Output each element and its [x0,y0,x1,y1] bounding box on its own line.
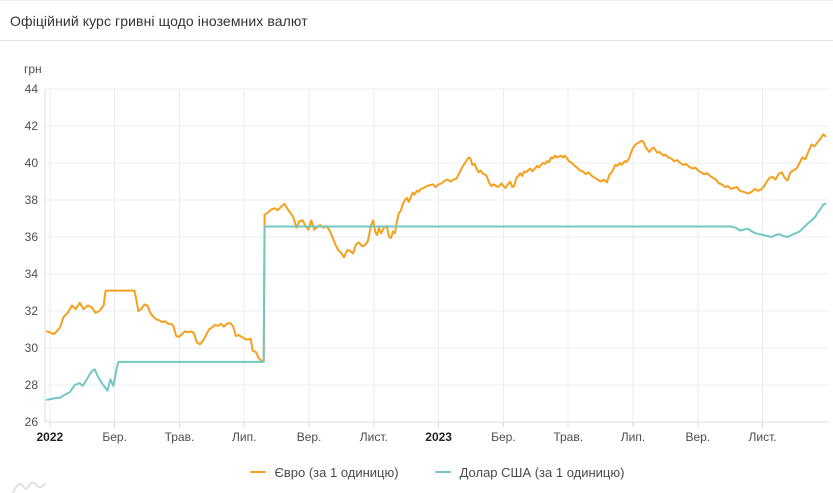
series-lines [45,133,827,401]
x-tick-label: Вер. [297,430,322,444]
amcharts-logo-icon[interactable] [12,477,46,493]
x-tick-label: Бер. [102,430,127,444]
y-axis: 26 28 30 32 34 36 38 40 42 44 [25,82,39,429]
x-tick-label: 2023 [425,430,452,444]
page-title: Офіційний курс гривні щодо іноземних вал… [10,12,308,29]
x-tick-label: Лип. [621,430,645,444]
y-tick-label: 26 [25,415,39,429]
x-tick-label: Лист. [749,430,777,444]
x-tick-label: Трав. [165,430,195,444]
usd-line-marker [434,471,451,473]
y-tick-label: 40 [25,156,39,170]
x-axis: 2022 Бер. Трав. Лип. Вер. Лист. 2023 Бер. Трав. Л… [37,422,777,444]
grid [44,88,829,423]
eur-line-marker [249,471,266,473]
legend-item-usd[interactable]: Долар США (за 1 одиницю) [434,464,625,480]
x-tick-label: Трав. [553,430,583,444]
y-tick-label: 42 [25,119,39,133]
x-tick-label: 2022 [37,430,64,444]
y-tick-label: 38 [25,193,39,207]
title-bar: Офіційний курс гривні щодо іноземних вал… [0,1,833,41]
x-tick-label: Лист. [360,430,388,444]
y-tick-label: 36 [25,230,39,244]
x-tick-label: Вер. [685,430,710,444]
y-tick-label: 34 [25,267,39,281]
y-tick-label: 44 [25,82,39,96]
usd-series-line[interactable] [45,202,827,401]
legend-label-eur: Євро (за 1 одиницю) [274,464,399,480]
y-tick-label: 30 [25,341,39,355]
y-tick-label: 32 [25,304,39,318]
legend-label-usd: Долар США (за 1 одиницю) [459,464,625,480]
x-tick-label: Бер. [491,430,516,444]
exchange-rate-chart[interactable]: 26 28 30 32 34 36 38 40 42 44 2022 Бер. Трав. Лип. Вер… [0,1,833,456]
y-axis-unit-label: грн [24,62,42,76]
x-tick-label: Лип. [232,430,256,444]
y-tick-label: 28 [25,378,39,392]
eur-series-line[interactable] [45,133,827,362]
chart-legend: Євро (за 1 одиницю) Долар США (за 1 один… [45,459,829,485]
legend-item-eur[interactable]: Євро (за 1 одиницю) [249,464,399,480]
